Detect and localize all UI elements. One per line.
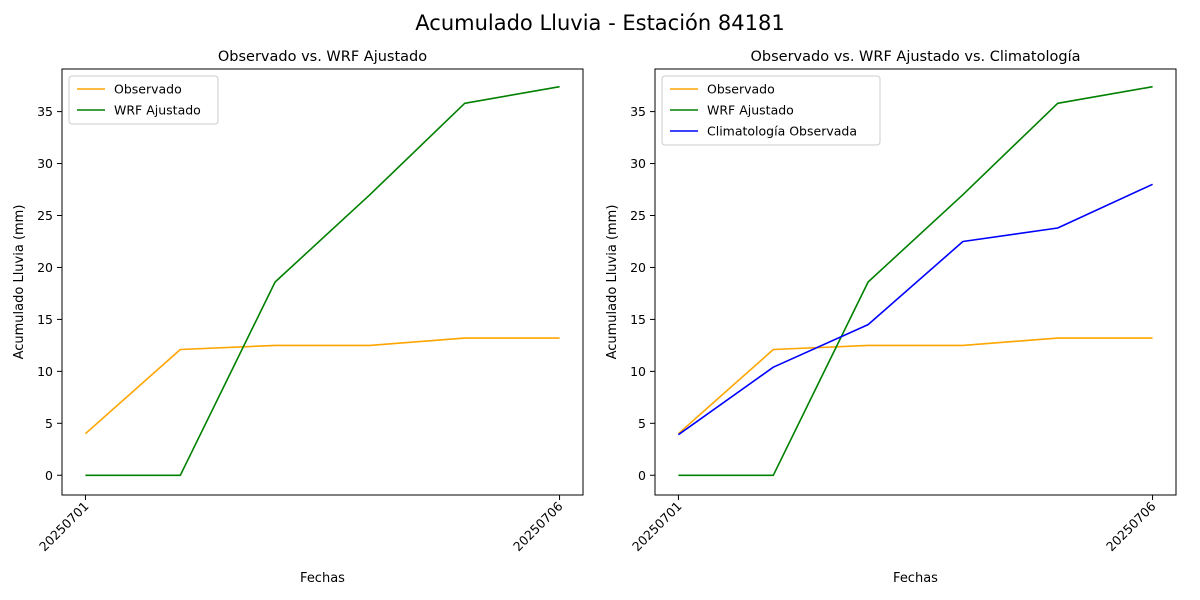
y-tick-label: 35 [37, 104, 53, 119]
x-tick-label: 20250701 [36, 499, 92, 555]
x-tick-label: 20250706 [1103, 498, 1159, 554]
series-line-observado [677, 337, 1153, 435]
y-tick-label: 25 [37, 208, 53, 223]
chart-panel-1: Observado vs. WRF Ajustado 0 5 10 15 20 25 30 35… [12, 49, 584, 586]
y-tick-label: 15 [37, 312, 53, 327]
legend-entry: Observado [707, 82, 775, 97]
legend-entry: Climatología Observada [707, 124, 857, 139]
y-tick-label: 35 [630, 104, 646, 119]
y-tick-label: 0 [45, 468, 53, 483]
chart-title: Observado vs. WRF Ajustado vs. Climatolo… [751, 49, 1081, 65]
legend-box [661, 75, 881, 146]
y-tick-label: 0 [638, 468, 646, 483]
y-axis-label: Acumulado Lluvia (mm) [12, 205, 27, 360]
y-axis-label: Acumulado Lluvia (mm) [605, 205, 620, 360]
y-tick-label: 5 [638, 416, 646, 431]
plot-frame [654, 68, 1177, 496]
legend-entry: Observado [114, 82, 182, 97]
y-tick-label: 25 [630, 208, 646, 223]
y-tick-label: 20 [630, 260, 646, 275]
x-axis-label: Fechas [300, 571, 345, 586]
series-line-wrf-ajustado [678, 85, 1153, 477]
figure-suptitle: Acumulado Lluvia - Estación 84181 [415, 11, 784, 35]
chart-panel-2: Observado vs. WRF Ajustado vs. Climatolo… [605, 49, 1177, 586]
y-tick-label: 30 [37, 156, 53, 171]
x-tick-label: 20250706 [510, 498, 566, 554]
legend-box [68, 75, 219, 125]
y-tick-label: 5 [45, 416, 53, 431]
series-line-wrf-ajustado [85, 85, 560, 477]
y-tick-label: 30 [630, 156, 646, 171]
series-line-climatolog-a-observada [677, 183, 1153, 436]
y-tick-label: 10 [37, 364, 53, 379]
y-tick-label: 15 [630, 312, 646, 327]
x-tick-label: 20250701 [629, 499, 685, 555]
y-tick-label: 20 [37, 260, 53, 275]
plot-frame [61, 68, 584, 496]
x-axis-label: Fechas [893, 571, 938, 586]
legend-entry: WRF Ajustado [114, 103, 201, 118]
series-line-observado [84, 337, 560, 435]
y-tick-label: 10 [630, 364, 646, 379]
legend-entry: WRF Ajustado [707, 103, 794, 118]
chart-title: Observado vs. WRF Ajustado [218, 49, 427, 65]
